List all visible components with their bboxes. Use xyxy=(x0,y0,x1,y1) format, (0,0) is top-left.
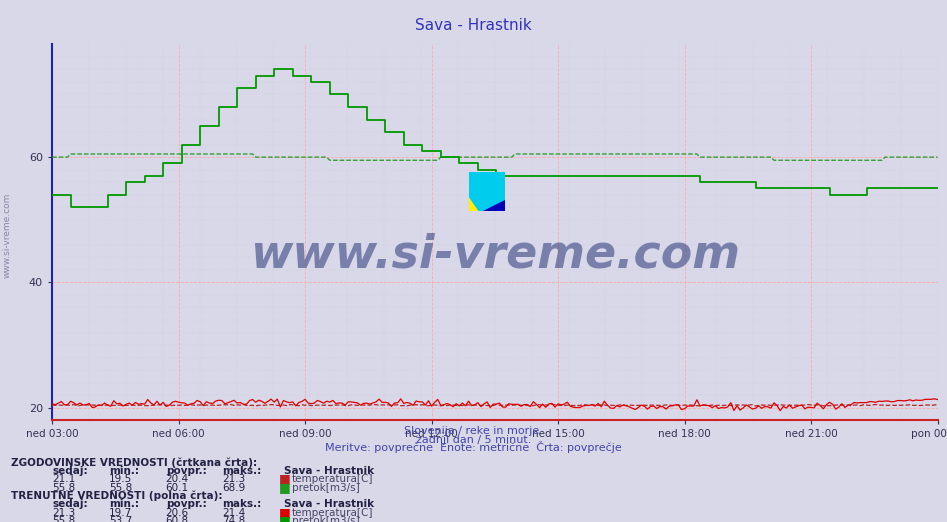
Text: 60.1: 60.1 xyxy=(166,483,188,493)
Text: TRENUTNE VREDNOSTI (polna črta):: TRENUTNE VREDNOSTI (polna črta): xyxy=(11,491,223,501)
Text: 55.8: 55.8 xyxy=(52,516,76,522)
Text: 68.9: 68.9 xyxy=(223,483,246,493)
Text: 60.8: 60.8 xyxy=(166,516,188,522)
Text: 55.8: 55.8 xyxy=(52,483,76,493)
Polygon shape xyxy=(469,172,505,211)
Text: min.:: min.: xyxy=(109,500,139,509)
Text: 21.3: 21.3 xyxy=(223,474,246,484)
Text: temperatura[C]: temperatura[C] xyxy=(292,508,373,518)
Text: pretok[m3/s]: pretok[m3/s] xyxy=(292,483,360,493)
Text: 19.5: 19.5 xyxy=(109,474,133,484)
Text: ■: ■ xyxy=(279,472,291,485)
Text: 21.3: 21.3 xyxy=(52,508,76,518)
Text: temperatura[C]: temperatura[C] xyxy=(292,474,373,484)
Text: 53.7: 53.7 xyxy=(109,516,133,522)
Polygon shape xyxy=(483,200,505,211)
Text: 21.1: 21.1 xyxy=(52,474,76,484)
Text: 21.4: 21.4 xyxy=(223,508,246,518)
Text: pretok[m3/s]: pretok[m3/s] xyxy=(292,516,360,522)
Text: Sava - Hrastnik: Sava - Hrastnik xyxy=(284,500,374,509)
Text: maks.:: maks.: xyxy=(223,466,261,476)
Text: ■: ■ xyxy=(279,506,291,519)
Text: Sava - Hrastnik: Sava - Hrastnik xyxy=(415,18,532,33)
Text: sedaj:: sedaj: xyxy=(52,500,88,509)
Text: ■: ■ xyxy=(279,514,291,522)
Text: maks.:: maks.: xyxy=(223,500,261,509)
Text: 55.8: 55.8 xyxy=(109,483,133,493)
Text: Meritve: povprečne  Enote: metrične  Črta: povprečje: Meritve: povprečne Enote: metrične Črta:… xyxy=(325,441,622,453)
Text: www.si-vreme.com: www.si-vreme.com xyxy=(2,192,11,278)
Text: 20.6: 20.6 xyxy=(166,508,188,518)
Text: sedaj:: sedaj: xyxy=(52,466,88,476)
Text: povpr.:: povpr.: xyxy=(166,466,206,476)
Text: ZGODOVINSKE VREDNOSTI (črtkana črta):: ZGODOVINSKE VREDNOSTI (črtkana črta): xyxy=(11,457,258,468)
Text: 74.8: 74.8 xyxy=(223,516,246,522)
Text: www.si-vreme.com: www.si-vreme.com xyxy=(250,232,740,277)
Text: 19.7: 19.7 xyxy=(109,508,133,518)
Text: ■: ■ xyxy=(279,481,291,494)
Text: zadnji dan / 5 minut.: zadnji dan / 5 minut. xyxy=(416,435,531,445)
Text: 20.4: 20.4 xyxy=(166,474,188,484)
Text: Slovenija / reke in morje.: Slovenija / reke in morje. xyxy=(404,426,543,436)
Text: min.:: min.: xyxy=(109,466,139,476)
Text: povpr.:: povpr.: xyxy=(166,500,206,509)
Text: Sava - Hrastnik: Sava - Hrastnik xyxy=(284,466,374,476)
